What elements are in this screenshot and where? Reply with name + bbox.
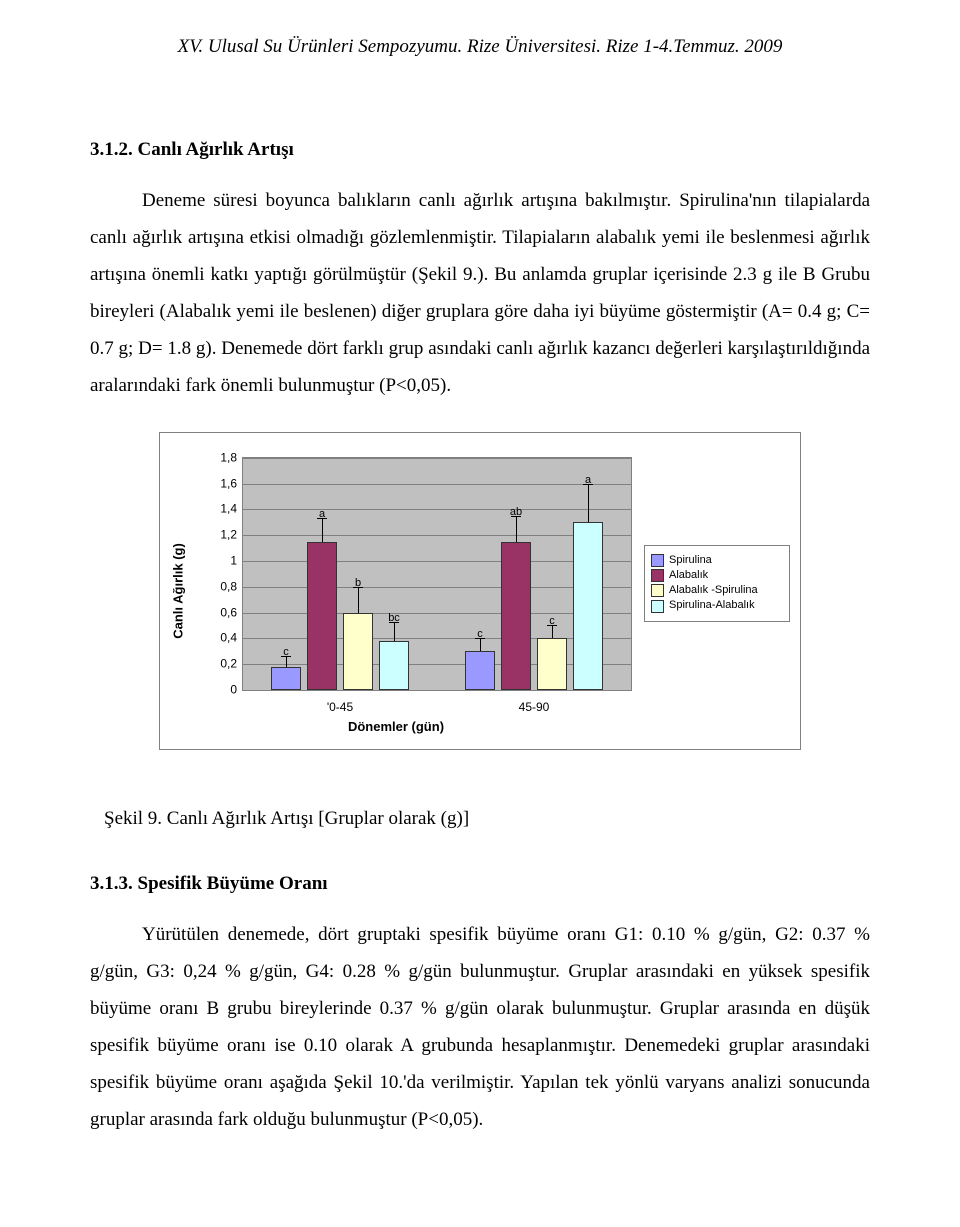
- chart-bar: [465, 651, 495, 690]
- x-axis-title: Dönemler (gün): [160, 714, 632, 739]
- legend-label: Alabalık -Spirulina: [669, 584, 758, 597]
- bar-group-label: bc: [388, 608, 400, 629]
- plot-area: 00,20,40,60,811,21,41,61,8'0-45cabbc45-9…: [242, 457, 632, 691]
- paragraph-2-text: Yürütülen denemede, dört gruptaki spesif…: [90, 924, 870, 1130]
- y-tick-label: 1,6: [220, 472, 237, 495]
- bar-group-label: c: [477, 624, 483, 645]
- legend-label: Alabalık: [669, 569, 708, 582]
- bar-group-label: c: [283, 642, 289, 663]
- bar-group-label: c: [549, 611, 555, 632]
- y-tick-label: 0,8: [220, 575, 237, 598]
- chart-bar: [379, 641, 409, 690]
- section-title-312: Canlı Ağırlık Artışı: [138, 139, 294, 160]
- running-header: XV. Ulusal Su Ürünleri Sempozyumu. Rize …: [90, 34, 870, 61]
- bar-group-label: a: [585, 470, 591, 491]
- chart-bar: [501, 542, 531, 690]
- bar-group-label: ab: [510, 502, 522, 523]
- y-axis-title: Canlı Ağırlık (g): [165, 543, 190, 639]
- y-tick-label: 1: [230, 549, 237, 572]
- page: XV. Ulusal Su Ürünleri Sempozyumu. Rize …: [0, 0, 960, 1212]
- legend-item: Alabalık -Spirulina: [651, 584, 783, 597]
- figure-9: Canlı Ağırlık (g) 0 0,2 0,4 0,6 0,8 1 1,2 1,4 1,…: [90, 432, 870, 837]
- legend-swatch: [651, 554, 664, 567]
- bar-group-label: b: [355, 573, 361, 594]
- chart-bar: [307, 542, 337, 690]
- y-tick-label: 0,2: [220, 652, 237, 675]
- chart-box: Canlı Ağırlık (g) 0 0,2 0,4 0,6 0,8 1 1,2 1,4 1,…: [159, 432, 801, 750]
- y-tick-label: 0,4: [220, 627, 237, 650]
- section-title-313: Spesifik Büyüme Oranı: [138, 873, 328, 894]
- gridline: [243, 509, 631, 510]
- chart-bar: [537, 638, 567, 690]
- legend-swatch: [651, 569, 664, 582]
- section-heading-312: 3.1.2. Canlı Ağırlık Artışı: [90, 131, 870, 168]
- y-tick-label: 1,2: [220, 524, 237, 547]
- legend-swatch: [651, 600, 664, 613]
- legend-item: Spirulina: [651, 554, 783, 567]
- y-tick-label: 1,8: [220, 446, 237, 469]
- y-tick-label: 0: [230, 678, 237, 701]
- paragraph-1-text: Deneme süresi boyunca balıkların canlı a…: [90, 190, 870, 396]
- legend-item: Spirulina-Alabalık: [651, 599, 783, 612]
- y-tick-label: 0,6: [220, 601, 237, 624]
- gridline: [243, 484, 631, 485]
- chart-bar: [343, 613, 373, 690]
- chart-bar: [271, 667, 301, 690]
- paragraph-1: Deneme süresi boyunca balıkların canlı a…: [90, 182, 870, 404]
- section-number-312: 3.1.2.: [90, 139, 133, 160]
- gridline: [243, 458, 631, 459]
- bar-group-label: a: [319, 504, 325, 525]
- legend-swatch: [651, 584, 664, 597]
- section-number-313: 3.1.3.: [90, 873, 133, 894]
- legend-label: Spirulina-Alabalık: [669, 599, 755, 612]
- y-tick-label: 1,4: [220, 498, 237, 521]
- paragraph-2: Yürütülen denemede, dört gruptaki spesif…: [90, 916, 870, 1138]
- figure-9-caption: Şekil 9. Canlı Ağırlık Artışı [Gruplar o…: [104, 800, 870, 837]
- legend: Spirulina Alabalık Alabalık -Spirulina Spir…: [644, 545, 790, 622]
- chart-bar: [573, 522, 603, 690]
- legend-item: Alabalık: [651, 569, 783, 582]
- legend-label: Spirulina: [669, 554, 712, 567]
- section-heading-313: 3.1.3. Spesifik Büyüme Oranı: [90, 865, 870, 902]
